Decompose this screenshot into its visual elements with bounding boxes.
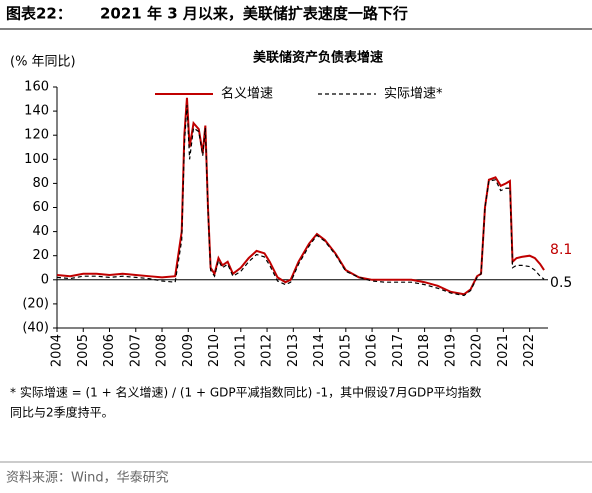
x-tick-label: 2013 (286, 334, 301, 367)
source: 资料来源：Wind，华泰研究 (6, 471, 169, 486)
end-label: 8.1 (550, 242, 572, 258)
y-tick-label: (40) (22, 321, 49, 336)
series-line (56, 105, 545, 297)
y-tick-label: 40 (32, 224, 49, 239)
footnote: 同比与2季度持平。 (10, 405, 114, 420)
x-tick-label: 2022 (522, 334, 537, 367)
x-tick-label: 2017 (391, 334, 406, 367)
x-tick-label: 2006 (102, 334, 117, 367)
series-line (56, 97, 545, 296)
y-tick-label: 60 (32, 200, 49, 215)
x-tick-label: 2020 (470, 334, 485, 367)
x-tick-label: 2019 (443, 334, 458, 367)
x-tick-label: 2014 (312, 334, 327, 367)
y-tick-label: (20) (22, 296, 49, 311)
x-tick-label: 2004 (50, 334, 65, 367)
y-tick-label: 80 (32, 176, 49, 191)
x-tick-label: 2021 (496, 334, 511, 367)
legend-label: 实际增速* (384, 87, 443, 102)
x-tick-label: 2015 (338, 334, 353, 367)
figure-title: 2021 年 3 月以来，美联储扩表速度一路下行 (100, 5, 408, 23)
x-tick-label: 2009 (181, 334, 196, 367)
y-tick-label: 20 (32, 248, 49, 263)
figure-label: 图表22： (6, 5, 72, 23)
footnote: * 实际增速 = (1 + 名义增速) / (1 + GDP平减指数同比) -1… (10, 385, 482, 400)
end-label: 0.5 (550, 275, 572, 291)
x-tick-label: 2010 (207, 334, 222, 367)
x-tick-label: 2016 (365, 334, 380, 367)
y-tick-label: 100 (24, 152, 49, 167)
x-tick-label: 2005 (76, 334, 91, 367)
x-tick-label: 2011 (233, 334, 248, 367)
y-tick-label: 140 (24, 104, 49, 119)
x-tick-label: 2007 (128, 334, 143, 367)
legend-label: 名义增速 (221, 86, 273, 102)
x-tick-label: 2012 (260, 334, 275, 367)
x-tick-label: 2008 (155, 334, 170, 367)
y-tick-label: 160 (24, 80, 49, 95)
x-tick-label: 2018 (417, 334, 432, 367)
chart-title: 美联储资产负债表增速 (253, 50, 383, 66)
y-tick-label: 0 (41, 272, 49, 287)
y-tick-label: 120 (24, 128, 49, 143)
y-axis-label: (% 年同比) (10, 55, 76, 70)
